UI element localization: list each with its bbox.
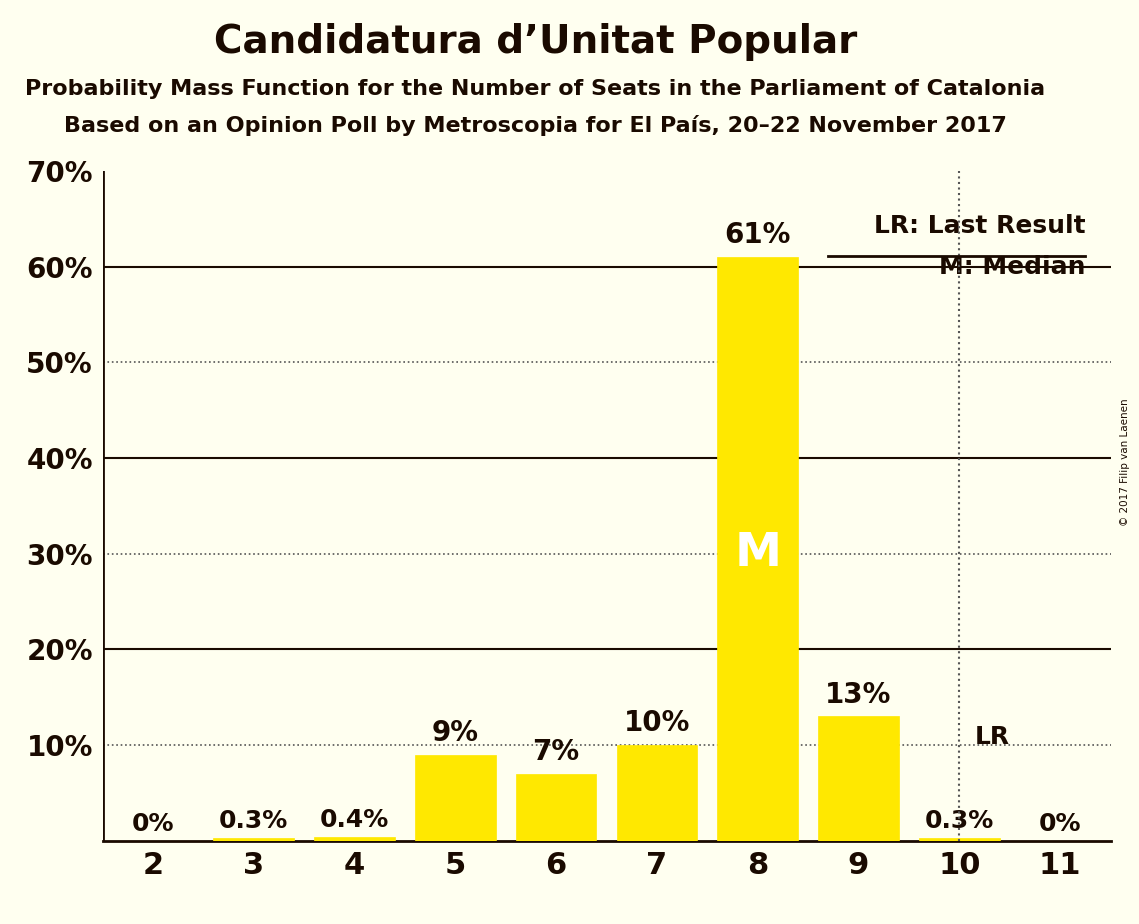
Text: Candidatura d’Unitat Popular: Candidatura d’Unitat Popular [214,23,857,61]
Text: 10%: 10% [624,710,690,737]
Bar [818,716,899,841]
Bar [415,755,495,841]
Text: 13%: 13% [826,681,892,709]
Text: M: Median: M: Median [939,255,1085,279]
Text: Based on an Opinion Poll by Metroscopia for El País, 20–22 November 2017: Based on an Opinion Poll by Metroscopia … [64,116,1007,137]
Text: Probability Mass Function for the Number of Seats in the Parliament of Catalonia: Probability Mass Function for the Number… [25,79,1046,99]
Text: LR: LR [975,725,1009,749]
Text: M: M [735,531,781,577]
Text: 61%: 61% [724,222,790,249]
Text: 9%: 9% [432,719,478,747]
Text: © 2017 Filip van Laenen: © 2017 Filip van Laenen [1120,398,1130,526]
Text: 0.4%: 0.4% [320,808,390,833]
Bar [516,774,597,841]
Bar [919,838,1000,841]
Text: 0.3%: 0.3% [219,809,288,833]
Text: LR: Last Result: LR: Last Result [874,214,1085,238]
Bar [616,745,697,841]
Bar [213,838,294,841]
Bar [718,257,798,841]
Text: 0%: 0% [1039,812,1081,836]
Text: 7%: 7% [533,738,580,766]
Text: 0%: 0% [132,812,174,836]
Text: 0.3%: 0.3% [925,809,994,833]
Bar [314,837,395,841]
